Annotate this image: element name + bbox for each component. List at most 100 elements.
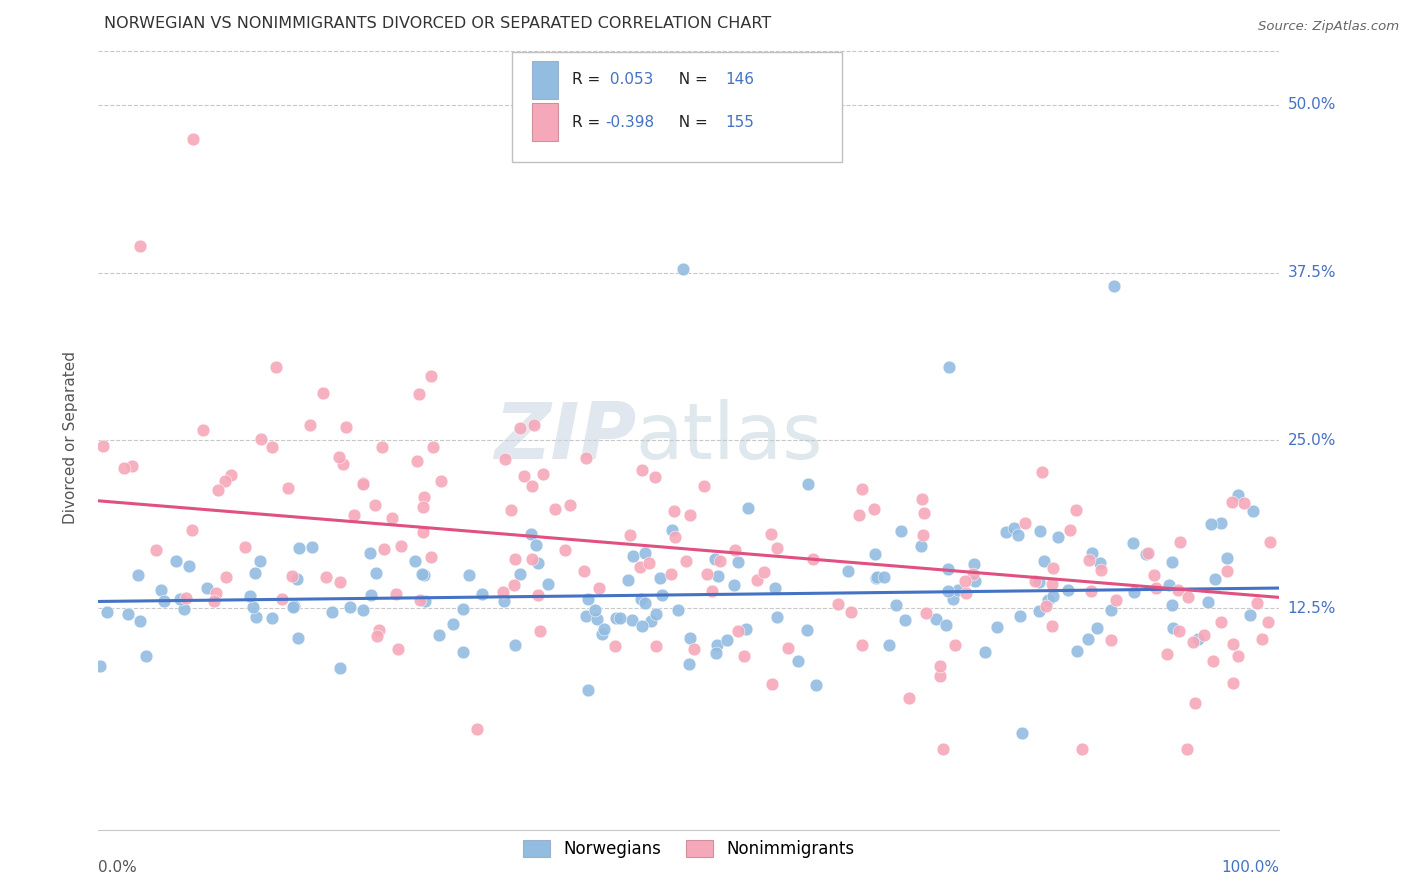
Point (1137, 546, 1160, 560)
Point (664, 503, 686, 517)
Point (315, 570, 337, 584)
Point (851, 639, 873, 653)
Point (806, 678, 828, 692)
Point (129, 614, 152, 628)
Point (1209, 615, 1232, 630)
Point (121, 458, 143, 473)
Point (554, 543, 576, 558)
Point (928, 659, 950, 673)
Point (215, 570, 238, 584)
Point (1258, 534, 1281, 549)
Point (1081, 546, 1104, 560)
Point (910, 539, 932, 553)
Point (406, 453, 429, 467)
Point (873, 570, 896, 584)
Point (592, 622, 614, 636)
Point (1156, 647, 1178, 661)
Point (877, 638, 900, 652)
Point (634, 546, 657, 560)
Point (1085, 621, 1108, 635)
Point (630, 592, 652, 607)
Point (522, 552, 544, 566)
Point (1090, 556, 1112, 570)
Point (1144, 581, 1167, 595)
Point (412, 500, 434, 514)
Point (1157, 578, 1180, 592)
Point (586, 612, 609, 626)
Text: Source: ZipAtlas.com: Source: ZipAtlas.com (1258, 20, 1399, 33)
Point (1028, 524, 1050, 538)
FancyBboxPatch shape (512, 53, 842, 162)
Text: 25.0%: 25.0% (1288, 433, 1336, 448)
Point (837, 564, 859, 578)
Point (328, 450, 350, 465)
Point (366, 566, 388, 580)
Point (591, 627, 613, 641)
Point (1077, 632, 1099, 646)
Legend: Norwegians, Nonimmigrants: Norwegians, Nonimmigrants (517, 833, 860, 864)
Point (1175, 742, 1198, 756)
Point (451, 601, 474, 615)
Point (914, 607, 936, 621)
Point (202, 594, 225, 608)
Point (827, 597, 849, 611)
Point (177, 558, 200, 573)
Point (727, 624, 749, 638)
Point (150, 583, 173, 598)
Point (537, 577, 560, 591)
Point (321, 605, 343, 619)
Point (706, 568, 728, 582)
Point (1168, 534, 1191, 549)
Point (271, 591, 294, 606)
Point (1199, 516, 1222, 531)
Text: 12.5%: 12.5% (1288, 600, 1336, 615)
Point (1071, 742, 1094, 756)
Point (249, 554, 271, 568)
Point (621, 613, 644, 627)
Point (301, 540, 323, 554)
Point (1122, 536, 1144, 550)
Text: NORWEGIAN VS NONIMMIGRANTS DIVORCED OR SEPARATED CORRELATION CHART: NORWEGIAN VS NONIMMIGRANTS DIVORCED OR S… (104, 16, 772, 31)
Point (572, 564, 595, 578)
Point (112, 461, 135, 475)
Point (737, 501, 759, 516)
Point (513, 469, 536, 483)
Text: 50.0%: 50.0% (1288, 97, 1336, 112)
Point (413, 567, 436, 582)
Point (207, 483, 229, 497)
Point (1202, 654, 1225, 668)
Point (986, 620, 1008, 634)
Point (704, 646, 727, 660)
Point (1066, 643, 1088, 657)
Point (239, 589, 262, 603)
Point (759, 527, 782, 541)
Point (1042, 560, 1064, 574)
Point (650, 571, 672, 585)
Point (1047, 530, 1070, 544)
Point (1243, 504, 1265, 518)
Point (1042, 576, 1064, 591)
Point (672, 261, 695, 276)
Point (664, 530, 686, 544)
Point (413, 594, 436, 608)
Point (766, 610, 789, 624)
Point (560, 498, 582, 512)
Point (912, 507, 935, 521)
Point (389, 539, 412, 553)
Point (411, 566, 433, 581)
Point (1167, 583, 1189, 598)
Point (495, 452, 517, 467)
Point (716, 633, 738, 648)
Point (492, 584, 515, 599)
Point (153, 594, 176, 608)
Point (1226, 648, 1249, 663)
Point (928, 669, 950, 683)
Point (381, 511, 404, 525)
Point (925, 612, 948, 626)
Y-axis label: Divorced or Separated: Divorced or Separated (63, 351, 77, 524)
Point (422, 440, 444, 454)
Point (1232, 496, 1254, 510)
Point (343, 508, 366, 522)
Point (245, 610, 267, 624)
Text: R =: R = (572, 72, 605, 87)
